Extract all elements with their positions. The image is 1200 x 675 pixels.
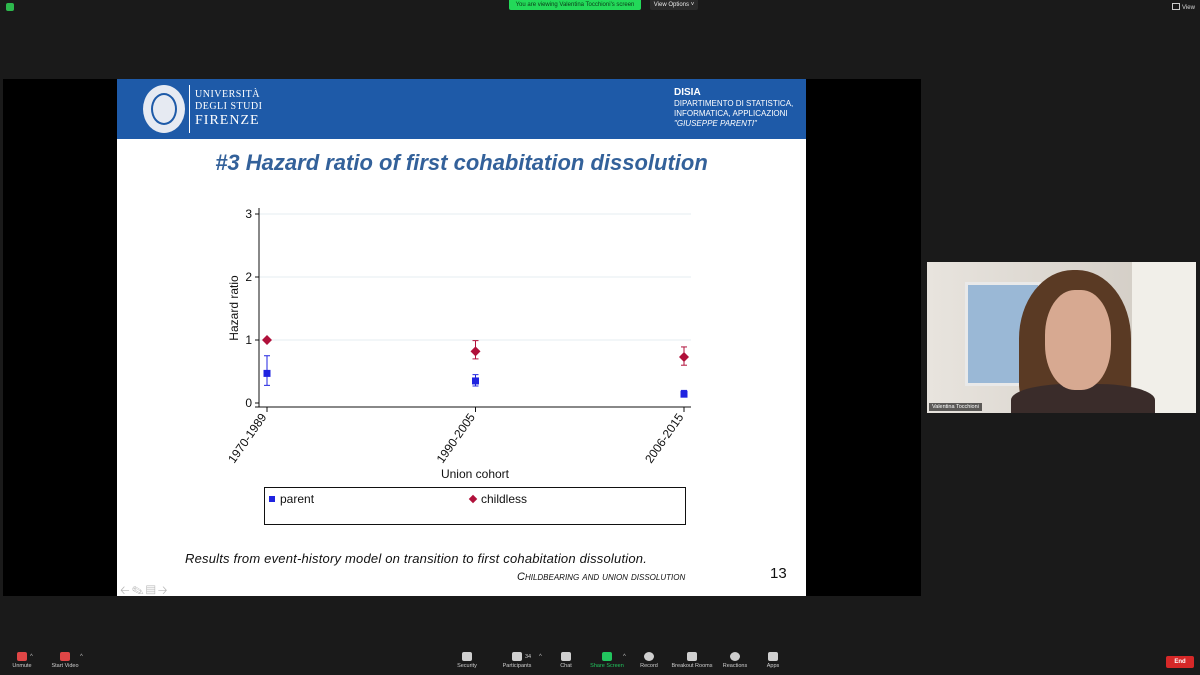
person-face [1045, 290, 1111, 390]
department-title: DISIA [674, 87, 701, 98]
apps-label: Apps [766, 663, 780, 669]
mic-muted-icon [17, 652, 27, 661]
participants-button[interactable]: Participants 34 ^ [492, 652, 542, 669]
arrow-right-icon[interactable]: 🡢 [157, 583, 170, 597]
slides-icon[interactable]: ▤ [145, 583, 158, 597]
legend-label-parent: parent [280, 492, 315, 506]
y-axis-label: Hazard ratio [227, 275, 241, 341]
chevron-up-icon[interactable]: ^ [80, 654, 83, 660]
breakout-rooms-label: Breakout Rooms [671, 663, 713, 669]
y-tick-label: 2 [245, 270, 252, 284]
viewing-banner: You are viewing Valentina Tocchioni's sc… [509, 0, 641, 10]
slide-title: #3 Hazard ratio of first cohabitation di… [215, 150, 708, 175]
grid-view-icon [1172, 3, 1180, 10]
end-meeting-button[interactable]: End [1166, 656, 1194, 668]
view-label: View [1182, 5, 1195, 11]
reactions-icon [730, 652, 740, 661]
department-line2: INFORMATICA, APPLICAZIONI [674, 109, 788, 118]
legend-item-parent: parent [269, 492, 314, 506]
chart-legend: parent childless [264, 487, 686, 525]
department-line1: DIPARTIMENTO DI STATISTICA, [674, 99, 794, 108]
university-name: UNIVERSITÀ DEGLI STUDI FIRENZE [195, 89, 262, 129]
window-image [1132, 262, 1196, 413]
record-button[interactable]: Record [624, 652, 674, 669]
department-name: DISIA DIPARTIMENTO DI STATISTICA, INFORM… [674, 87, 793, 129]
slide-caption: Results from event-history model on tran… [185, 551, 648, 566]
apps-button[interactable]: Apps [748, 652, 798, 669]
chevron-up-icon[interactable]: ^ [623, 654, 626, 660]
record-label: Record [640, 663, 658, 669]
participants-label: Participants [502, 663, 532, 669]
chat-button[interactable]: Chat [541, 652, 591, 669]
unmute-label: Unmute [12, 663, 32, 669]
x-axis-label: Union cohort [441, 467, 510, 481]
slide-header: UNIVERSITÀ DEGLI STUDI FIRENZE DISIA DIP… [117, 79, 806, 139]
data-point-childless [470, 346, 481, 357]
security-label: Security [457, 663, 477, 669]
data-point-parent [680, 390, 688, 398]
slide-footer-title: Childbearing and union dissolution [517, 571, 686, 583]
data-point-parent [472, 377, 479, 385]
arrow-left-icon[interactable]: 🡠 [120, 583, 132, 597]
slide-page-number: 13 [770, 565, 787, 582]
chat-icon [561, 652, 571, 661]
participants-icon [512, 652, 522, 661]
university-line1: UNIVERSITÀ [195, 89, 260, 100]
view-options-button[interactable]: View Options ˅ [650, 0, 698, 10]
hazard-ratio-chart: Hazard ratio Union cohort 0 1 2 3 1970-1989 1… [225, 207, 691, 481]
y-tick-label: 1 [245, 333, 252, 347]
security-button[interactable]: Security [442, 652, 492, 669]
x-tick-label: 2006-2015 [642, 410, 687, 465]
shield-icon[interactable] [6, 3, 14, 11]
data-point-parent [263, 369, 271, 377]
participant-video[interactable]: Valentina Tocchioni [927, 262, 1196, 413]
reactions-button[interactable]: Reactions [710, 652, 760, 669]
meeting-toolbar: Unmute ^ Start Video ^ Security Participan… [0, 648, 1200, 675]
x-tick-label: 1990-2005 [434, 410, 479, 465]
view-button[interactable]: View [1172, 3, 1195, 12]
record-icon [644, 652, 654, 661]
x-tick-label: 1970-1989 [225, 410, 270, 465]
video-off-icon [60, 652, 70, 661]
shield-icon [462, 652, 472, 661]
chevron-up-icon[interactable]: ^ [30, 654, 33, 660]
square-marker-icon [269, 496, 275, 502]
y-tick-label: 0 [245, 396, 252, 410]
reactions-label: Reactions [722, 663, 748, 669]
data-point-childless [262, 335, 272, 345]
apps-icon [768, 652, 778, 661]
share-screen-icon [602, 652, 612, 661]
share-screen-label: Share Screen [590, 663, 624, 669]
start-video-button[interactable]: Start Video ^ [40, 652, 90, 669]
slide-nav-controls: 🡠✎▤🡢 [120, 581, 170, 602]
legend-item-childless: childless [468, 492, 528, 506]
share-screen-button[interactable]: Share Screen ^ [582, 652, 632, 669]
meeting-top-bar: You are viewing Valentina Tocchioni's sc… [0, 0, 1200, 14]
breakout-rooms-icon [687, 652, 697, 661]
breakout-rooms-button[interactable]: Breakout Rooms [667, 652, 717, 669]
university-line3: FIRENZE [195, 113, 260, 128]
diamond-marker-icon [468, 494, 478, 504]
university-seal-logo [143, 85, 185, 133]
university-line2: DEGLI STUDI [195, 101, 263, 112]
department-line3: "GIUSEPPE PARENTI" [674, 119, 757, 128]
presentation-slide: UNIVERSITÀ DEGLI STUDI FIRENZE DISIA DIP… [117, 79, 806, 597]
chevron-up-icon[interactable]: ^ [539, 654, 542, 660]
start-video-label: Start Video [51, 663, 79, 669]
participants-count: 34 [525, 654, 532, 660]
participant-name-label: Valentina Tocchioni [929, 403, 982, 411]
header-divider [189, 85, 190, 133]
legend-label-childless: childless [481, 492, 528, 506]
data-point-childless [679, 352, 689, 363]
unmute-button[interactable]: Unmute ^ [0, 652, 47, 669]
pen-icon[interactable]: ✎ [131, 583, 146, 597]
y-tick-label: 3 [245, 207, 252, 221]
chat-label: Chat [560, 663, 572, 669]
